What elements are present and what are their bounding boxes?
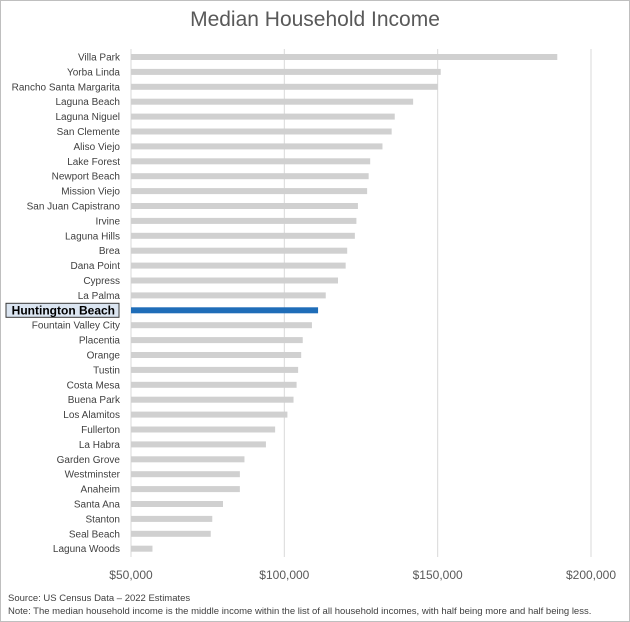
category-label: Garden Grove [57, 455, 121, 466]
category-label: Placentia [79, 336, 121, 347]
bar [131, 441, 266, 448]
bar [131, 515, 213, 522]
bar [131, 292, 326, 299]
bar [131, 68, 441, 75]
category-label: Anaheim [81, 485, 120, 496]
category-label: Mission Viejo [61, 187, 120, 198]
category-label: Lake Forest [67, 157, 120, 168]
category-label: Laguna Niguel [56, 112, 121, 123]
category-label: Villa Park [78, 53, 121, 64]
bar [131, 352, 302, 358]
bar [131, 501, 223, 507]
x-tick-label: $50,000 [109, 568, 153, 582]
bar [131, 277, 338, 284]
category-label: Rancho Santa Margarita [12, 82, 121, 93]
category-label: Stanton [86, 514, 120, 525]
category-label: Westminster [65, 470, 121, 481]
category-label: Aliso Viejo [73, 142, 120, 153]
category-label: Huntington Beach [12, 303, 115, 317]
bar [131, 113, 395, 120]
chart-title: Median Household Income [190, 8, 440, 31]
bar [131, 381, 297, 388]
bar [131, 530, 211, 537]
category-label: Dana Point [71, 261, 121, 272]
bar [131, 307, 319, 314]
bar [131, 173, 369, 180]
bar [131, 188, 368, 195]
category-label: San Clemente [57, 127, 121, 138]
category-label: Los Alamitos [63, 410, 120, 421]
category-label: Laguna Woods [53, 544, 120, 555]
bar [131, 98, 414, 105]
category-label: Buena Park [68, 395, 121, 406]
bar [131, 262, 346, 269]
category-label: San Juan Capistrano [27, 202, 121, 213]
highlight-label-box [5, 302, 120, 318]
bar [131, 217, 357, 224]
bar [131, 486, 240, 493]
category-label: La Habra [79, 440, 121, 451]
category-label: Fountain Valley City [32, 321, 120, 332]
x-tick-label: $150,000 [413, 568, 463, 582]
category-label: Irvine [96, 216, 121, 227]
category-label: Santa Ana [74, 500, 121, 511]
category-label: Brea [99, 246, 121, 257]
bar [131, 426, 276, 433]
source-note: Source: US Census Data – 2022 Estimates [8, 593, 191, 604]
bar [131, 83, 438, 90]
category-label: Seal Beach [69, 529, 120, 540]
category-label: Tustin [93, 365, 120, 376]
bar [131, 158, 371, 165]
bar [131, 322, 312, 329]
bar [131, 247, 348, 254]
bar [131, 203, 358, 209]
bar [131, 471, 240, 478]
category-label: Costa Mesa [67, 380, 121, 391]
category-label: Laguna Beach [55, 97, 120, 108]
bar [131, 337, 303, 344]
bar [131, 545, 153, 552]
bar [131, 411, 288, 418]
bar [131, 396, 294, 403]
category-label: Orange [87, 351, 121, 362]
x-tick-label: $100,000 [259, 568, 309, 582]
bar [131, 366, 299, 373]
category-label: Laguna Hills [65, 231, 120, 242]
category-label: Yorba Linda [67, 67, 120, 78]
category-label: La Palma [78, 291, 121, 302]
bar [131, 54, 558, 60]
x-tick-label: $200,000 [566, 568, 616, 582]
bar [131, 128, 392, 135]
bar [131, 456, 245, 463]
category-label: Cypress [83, 276, 120, 287]
bar [131, 232, 355, 239]
category-label: Fullerton [81, 425, 120, 436]
definition-note: Note: The median household income is the… [8, 606, 592, 617]
bar [131, 143, 383, 150]
category-label: Newport Beach [52, 172, 120, 183]
